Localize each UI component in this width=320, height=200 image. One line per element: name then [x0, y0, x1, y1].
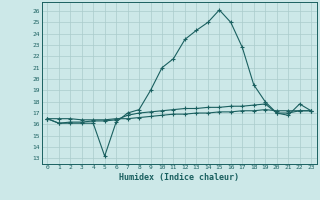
X-axis label: Humidex (Indice chaleur): Humidex (Indice chaleur)	[119, 173, 239, 182]
